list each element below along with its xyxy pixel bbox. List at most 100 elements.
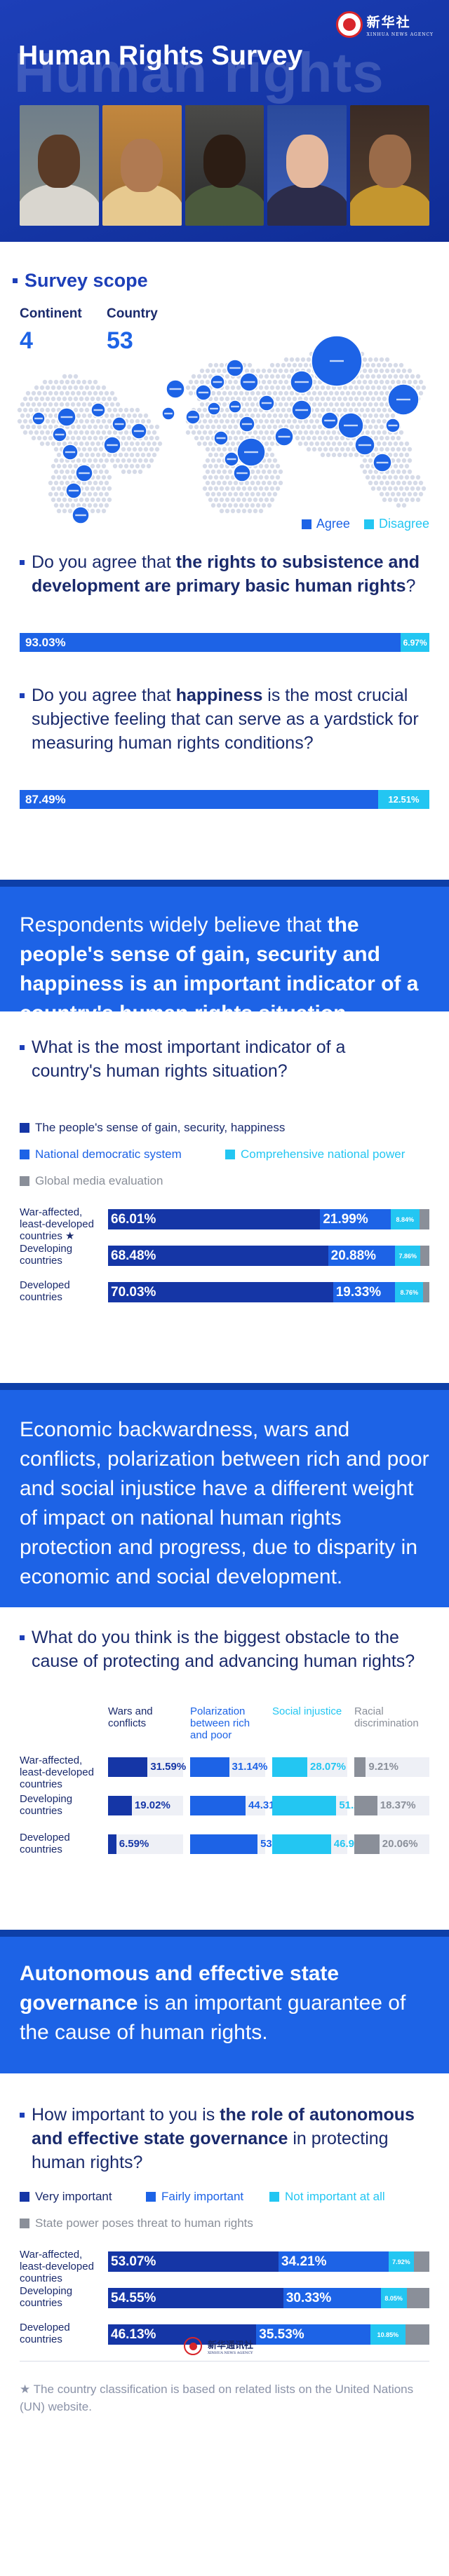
map-dot xyxy=(216,503,222,508)
map-dot xyxy=(216,447,222,452)
map-dot xyxy=(278,480,283,486)
map-dot xyxy=(365,396,370,402)
country-label-mark xyxy=(188,416,198,418)
map-dot xyxy=(73,441,79,447)
map-dot xyxy=(283,379,289,385)
map-dot xyxy=(104,402,109,407)
legend-item-media: Global media evaluation xyxy=(20,1174,163,1188)
map-dot xyxy=(250,480,255,486)
map-dot xyxy=(213,452,219,458)
map-dot xyxy=(379,491,384,497)
map-dot xyxy=(326,385,331,390)
map-dot xyxy=(22,430,28,435)
map-dot xyxy=(398,497,404,503)
stacked-bar: 54.55% 30.33% 8.05% xyxy=(108,2288,429,2308)
map-dot xyxy=(118,463,123,469)
map-dot xyxy=(387,497,393,503)
footer: 新华通讯社 XINHUA NEWS AGENCY ★ The country c… xyxy=(0,2337,449,2453)
map-dot xyxy=(413,491,418,497)
map-dot xyxy=(413,480,418,486)
map-dot xyxy=(138,458,143,463)
country-label-mark xyxy=(236,472,248,475)
bar-value: 53.07% xyxy=(111,2254,156,2269)
map-dot xyxy=(67,385,73,390)
map-dot xyxy=(241,486,247,491)
cell-fill xyxy=(108,1757,148,1777)
map-dot xyxy=(51,418,56,424)
map-dot xyxy=(90,497,95,503)
map-dot xyxy=(373,368,379,374)
map-dot xyxy=(205,413,210,418)
map-dot xyxy=(76,413,81,418)
map-dot xyxy=(384,368,390,374)
map-dot xyxy=(87,402,93,407)
survey-scope-title-text: Survey scope xyxy=(25,270,148,291)
map-dot xyxy=(396,435,401,441)
map-dot xyxy=(48,435,53,441)
map-dot xyxy=(292,362,297,368)
map-dot xyxy=(281,396,286,402)
map-dot xyxy=(239,491,244,497)
map-dot xyxy=(79,441,84,447)
map-dot xyxy=(95,441,101,447)
map-dot xyxy=(309,441,314,447)
cell-value: 18.37% xyxy=(380,1799,416,1811)
legend-swatch-icon xyxy=(20,1176,29,1186)
map-dot xyxy=(272,424,278,430)
map-dot xyxy=(146,430,152,435)
map-dot xyxy=(216,480,222,486)
map-dot xyxy=(213,463,219,469)
map-dot xyxy=(224,396,230,402)
map-dot xyxy=(362,402,368,407)
bar-value: 7.92% xyxy=(392,2258,410,2265)
map-dot xyxy=(25,402,31,407)
map-dot xyxy=(216,368,222,374)
bar-segment xyxy=(405,2324,429,2345)
map-dot xyxy=(70,390,76,396)
bullet-icon xyxy=(13,278,18,283)
map-dot xyxy=(370,475,376,480)
map-dot xyxy=(275,407,281,413)
map-dot xyxy=(267,435,272,441)
map-dot xyxy=(222,424,227,430)
map-dot xyxy=(345,402,351,407)
map-dot xyxy=(76,424,81,430)
map-dot xyxy=(283,402,289,407)
map-dot xyxy=(25,390,31,396)
map-dot xyxy=(376,418,382,424)
map-dot xyxy=(303,430,309,435)
map-dot xyxy=(87,447,93,452)
question-1-disagree-value: 6.97% xyxy=(403,637,427,648)
map-dot xyxy=(95,463,101,469)
row-label: Developing countries xyxy=(20,1793,73,1817)
map-dot xyxy=(154,435,160,441)
bar-value: 8.05% xyxy=(384,2294,403,2302)
map-dot xyxy=(216,491,222,497)
map-dot xyxy=(227,435,233,441)
map-dot xyxy=(244,368,250,374)
map-dot xyxy=(376,374,382,379)
map-dot xyxy=(93,503,98,508)
country-label-mark xyxy=(213,381,222,383)
cell-bar: 31.14% xyxy=(190,1757,267,1777)
map-dot xyxy=(51,441,56,447)
map-dot xyxy=(258,374,264,379)
map-dot xyxy=(376,475,382,480)
bar-segment: 8.76% xyxy=(395,1282,424,1302)
map-dot xyxy=(51,396,56,402)
map-dot xyxy=(320,441,326,447)
map-dot xyxy=(247,497,253,503)
map-dot xyxy=(135,441,140,447)
map-dot xyxy=(205,458,210,463)
country-label-mark xyxy=(133,430,145,432)
map-dot xyxy=(216,424,222,430)
map-dot xyxy=(202,441,208,447)
map-dot xyxy=(370,407,376,413)
map-dot xyxy=(81,435,87,441)
map-dot xyxy=(202,430,208,435)
map-dot xyxy=(368,379,373,385)
map-dot xyxy=(109,390,115,396)
map-dot xyxy=(275,385,281,390)
bar-value: 46.13% xyxy=(111,2326,156,2342)
map-dot xyxy=(22,407,28,413)
